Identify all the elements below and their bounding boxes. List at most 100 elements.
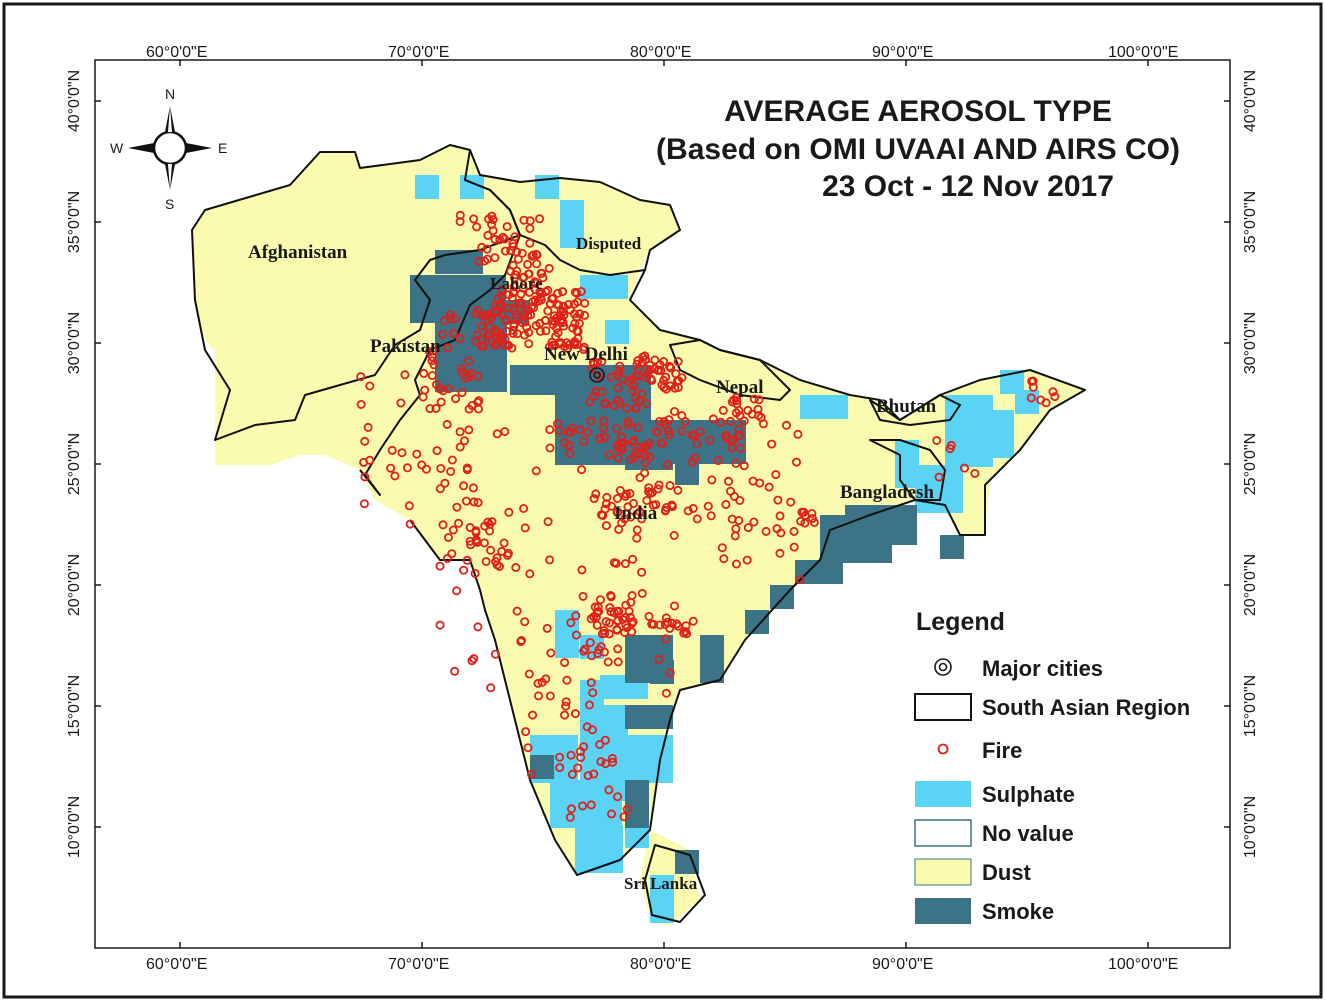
fire-point <box>580 310 590 320</box>
fire-point <box>484 322 494 332</box>
fire-point <box>546 648 556 658</box>
fire-point <box>620 559 630 569</box>
lat-tick-label-right: 15°0'0"N <box>1242 674 1259 738</box>
fire-point <box>442 419 452 429</box>
fire-point <box>635 473 645 483</box>
lon-tick-label-top: 80°0'0"E <box>630 44 692 61</box>
fire-point <box>672 619 682 629</box>
fire-point <box>567 804 577 814</box>
fire-point <box>576 753 586 763</box>
fire-point <box>632 359 642 369</box>
fire-point <box>498 232 508 242</box>
fire-point <box>545 425 555 435</box>
fire-point <box>516 299 526 309</box>
fire-point <box>627 437 637 447</box>
fire-point <box>495 299 505 309</box>
fire-point <box>782 420 792 430</box>
fire-point <box>758 419 768 429</box>
fire-point <box>688 503 698 513</box>
fire-point <box>556 305 566 315</box>
fire-point <box>761 526 771 536</box>
fire-point <box>487 211 497 221</box>
fire-point <box>359 499 369 509</box>
fire-point <box>593 358 603 368</box>
fire-point <box>566 618 576 628</box>
fire-point <box>793 429 803 439</box>
fire-point <box>490 649 500 659</box>
fire-point <box>520 617 530 627</box>
fire-point <box>613 383 623 393</box>
fire-point <box>613 792 623 802</box>
fire-point <box>677 426 687 436</box>
fire-point <box>611 558 621 568</box>
fire-point <box>640 458 650 468</box>
fire-point <box>633 449 643 459</box>
fire-point <box>713 456 723 466</box>
fire-point <box>436 397 446 407</box>
fire-point <box>490 234 500 244</box>
fire-point <box>650 355 660 365</box>
fire-point <box>527 251 537 261</box>
fire-point <box>521 727 531 737</box>
fire-point <box>518 283 528 293</box>
fire-point <box>462 555 472 565</box>
fire-point <box>773 495 783 505</box>
fire-point <box>595 434 605 444</box>
fire-point <box>628 554 638 564</box>
fire-point <box>536 268 546 278</box>
fire-point <box>499 538 509 548</box>
fire-point <box>631 371 641 381</box>
place-label-sri-lanka: Sri Lanka <box>624 874 698 893</box>
fire-point <box>651 500 661 510</box>
fire-point <box>387 445 397 455</box>
fire-point <box>726 416 736 426</box>
fire-point <box>706 511 716 521</box>
compass-rose-icon <box>128 106 212 190</box>
fire-point <box>1028 376 1038 386</box>
fire-point <box>607 809 617 819</box>
fire-point <box>601 617 611 627</box>
fire-point <box>541 674 551 684</box>
fire-point <box>509 321 519 331</box>
fire-point <box>1028 382 1038 392</box>
fire-point <box>721 499 731 509</box>
fire-point <box>692 438 702 448</box>
fire-point <box>564 299 574 309</box>
fire-point <box>585 700 595 710</box>
fire-point <box>438 329 448 339</box>
fire-point <box>625 612 635 622</box>
fire-point <box>435 484 445 494</box>
fire-point <box>417 460 427 470</box>
fire-point <box>530 278 540 288</box>
fire-point <box>402 463 412 473</box>
fire-point <box>545 555 555 565</box>
fire-point <box>508 260 518 270</box>
fire-point <box>492 327 502 337</box>
lon-tick-label-top: 90°0'0"E <box>872 44 934 61</box>
lat-tick-label-left: 25°0'0"N <box>66 432 83 496</box>
fire-point <box>623 420 633 430</box>
fire-point <box>429 360 439 370</box>
fire-point <box>725 435 735 445</box>
fire-point <box>659 416 669 426</box>
fire-point <box>492 307 502 317</box>
fire-point <box>450 666 460 676</box>
compass-w-label: W <box>110 140 124 156</box>
fire-point <box>492 429 502 439</box>
fire-point <box>504 507 514 517</box>
fire-point <box>534 691 544 701</box>
place-label-afghanistan: Afghanistan <box>248 242 348 263</box>
fire-point <box>595 595 605 605</box>
fire-point <box>558 307 568 317</box>
lat-tick-label-right: 35°0'0"N <box>1242 190 1259 254</box>
lat-tick-label-left: 30°0'0"N <box>66 311 83 375</box>
fire-point <box>487 337 497 347</box>
legend-fire-icon <box>937 743 949 755</box>
fire-point <box>688 616 698 626</box>
fire-point <box>527 769 537 779</box>
fire-point <box>739 461 749 471</box>
fire-point <box>775 511 785 521</box>
fire-point <box>558 287 568 297</box>
lon-tick-label-bottom: 60°0'0"E <box>146 956 208 973</box>
fire-point <box>501 314 511 324</box>
